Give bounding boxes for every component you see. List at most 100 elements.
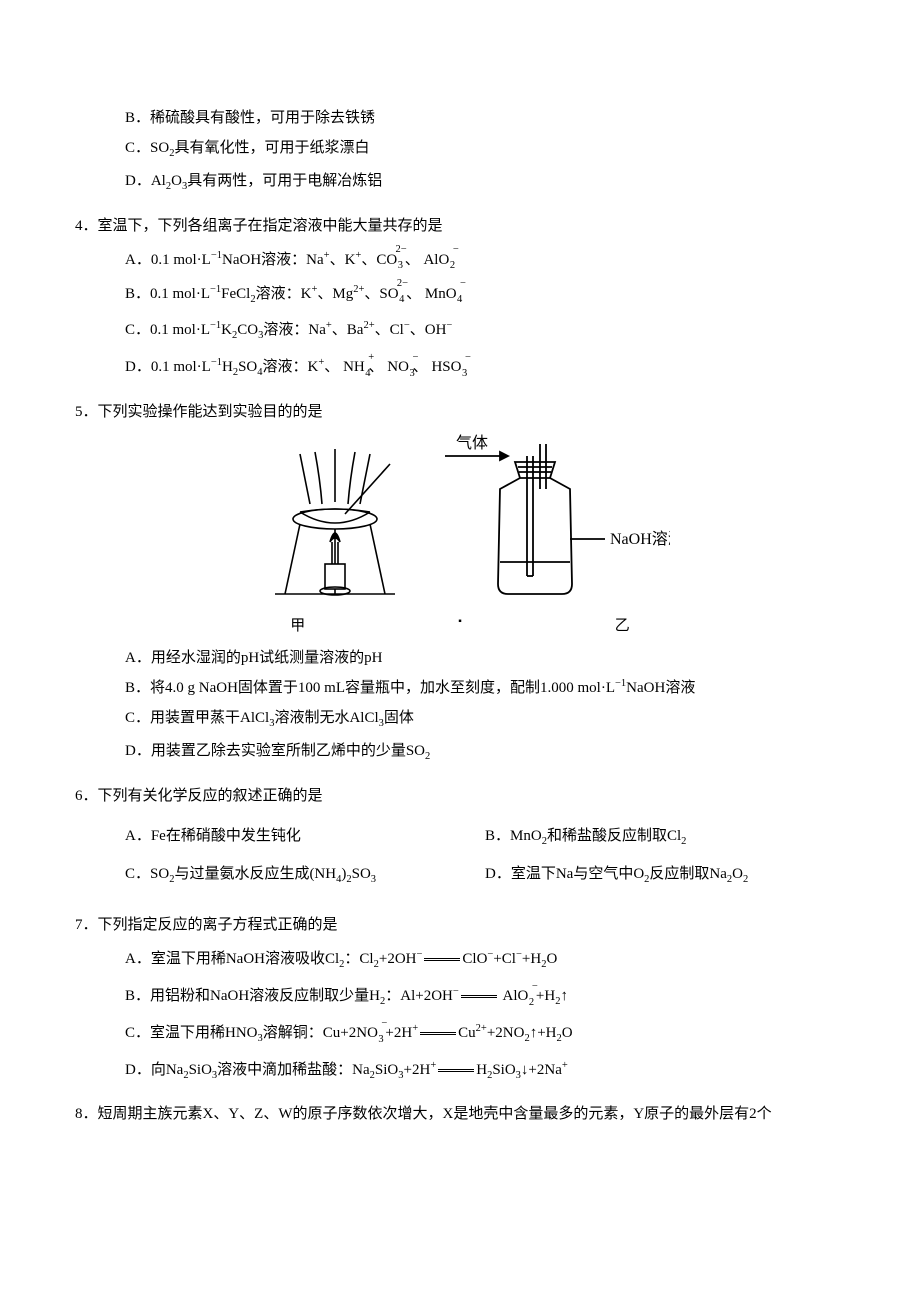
text: SiO — [375, 1062, 398, 1078]
equals-icon — [438, 1069, 474, 1072]
text: B．MnO — [485, 828, 542, 844]
sup: − — [381, 1016, 387, 1033]
sub: 3 — [371, 874, 376, 885]
text: 溶液制无水AlCl — [274, 710, 378, 726]
sup: − — [416, 949, 422, 960]
label-yi: 乙 — [615, 614, 630, 638]
text: ：Al+2OH — [385, 988, 453, 1004]
text: 、 — [361, 252, 376, 268]
sup: − — [532, 979, 538, 996]
ion-mno4: MnO4− — [425, 282, 457, 306]
text: C．0.1 mol·L — [125, 322, 210, 338]
text: 溶液：K — [263, 359, 319, 375]
text: +2OH — [379, 951, 417, 967]
label-jia: 甲 — [290, 614, 305, 638]
text: 固体 — [384, 710, 414, 726]
text: C．室温下用稀HNO — [125, 1025, 258, 1041]
text: AlO — [503, 988, 529, 1004]
text: 溶液中滴加稀盐酸：Na — [217, 1062, 370, 1078]
q7-option-a: A．室温下用稀NaOH溶液吸收Cl2：Cl2+2OH−ClO−+Cl−+H2O — [125, 947, 845, 974]
sup: −1 — [615, 678, 626, 689]
text: 具有氧化性，可用于纸浆漂白 — [174, 140, 369, 156]
sup: − — [446, 320, 452, 331]
q7-option-c: C．室温下用稀HNO3溶解铜：Cu+2NO3− +2H+Cu2++2NO2↑+H… — [125, 1021, 845, 1048]
q5-stem: 5．下列实验操作能达到实验目的的是 — [75, 400, 845, 424]
pre-option-b: B．稀硫酸具有酸性，可用于除去铁锈 — [125, 106, 845, 130]
sup: −1 — [211, 250, 222, 261]
sup: −1 — [210, 320, 221, 331]
q5-option-c: C．用装置甲蒸干AlCl3溶液制无水AlCl3固体 — [125, 706, 845, 733]
text: D．Al — [125, 173, 166, 189]
sub: 3 — [398, 258, 403, 275]
text: 、Mg — [317, 286, 353, 302]
sup: + — [412, 1023, 418, 1034]
text: +H — [522, 951, 541, 967]
sup: −1 — [210, 284, 221, 295]
ion-alo2: AlO2− — [423, 248, 449, 272]
text: Cu — [458, 1025, 476, 1041]
text: ↑+H — [530, 1025, 557, 1041]
sup: 2+ — [353, 284, 364, 295]
q5-option-a: A．用经水湿润的pH试纸测量溶液的pH — [125, 646, 845, 670]
sup: + — [562, 1060, 568, 1071]
q4-option-d: D．0.1 mol·L−1H2SO4溶液：K+、 NH4+ 、 NO3− 、 H… — [125, 355, 845, 382]
sub: 3 — [462, 366, 467, 383]
gas-label: 气体 — [456, 434, 488, 452]
text: 溶液：K — [256, 286, 312, 302]
text: A．室温下用稀NaOH溶液吸收Cl — [125, 951, 339, 967]
sub: 2 — [425, 751, 430, 762]
sup: 2+ — [363, 320, 374, 331]
q6-option-a: A．Fe在稀硝酸中发生钝化 — [125, 824, 485, 851]
text: O — [562, 1025, 573, 1041]
apparatus-svg: 气体 NaOH溶液 — [250, 434, 670, 609]
text: NH — [343, 359, 365, 375]
text: NO — [387, 359, 409, 375]
equals-icon — [461, 995, 497, 998]
q4-option-b: B．0.1 mol·L−1FeCl2溶液：K+、Mg2+、SO42− 、 MnO… — [125, 282, 845, 309]
text: SiO — [189, 1062, 212, 1078]
text: 溶解铜：Cu+2 — [263, 1025, 356, 1041]
q4-stem: 4．室温下，下列各组离子在指定溶液中能大量共存的是 — [75, 214, 845, 238]
text: K — [221, 322, 232, 338]
ion-hso3: HSO3− — [431, 355, 461, 379]
sub: 4 — [457, 292, 462, 309]
text: ↑ — [560, 988, 568, 1004]
text: O — [732, 866, 743, 882]
ion-so4: SO42− — [379, 282, 398, 306]
diagram-labels: 甲 ▪ 乙 — [75, 614, 845, 638]
text: 与过量氨水反应生成(NH — [174, 866, 336, 882]
text: A．0.1 mol·L — [125, 252, 211, 268]
text: NO — [356, 1025, 378, 1041]
text: 具有两性，可用于电解冶炼铝 — [187, 173, 382, 189]
q5-diagram: 气体 NaOH溶液 — [75, 434, 845, 609]
text: +2H — [404, 1062, 431, 1078]
text: 和稀盐酸反应制取Cl — [547, 828, 681, 844]
ion-alo2: AlO2− — [503, 984, 529, 1008]
text: B．将4.0 g NaOH固体置于100 mL容量瓶中，加水至刻度，配制1.00… — [125, 680, 615, 696]
dot-icon: ▪ — [455, 614, 465, 638]
sub: 2 — [743, 874, 748, 885]
text: H — [222, 359, 233, 375]
text: 、 — [364, 286, 379, 302]
sup: 2+ — [476, 1023, 487, 1034]
text: 、 — [406, 286, 421, 302]
sup: − — [412, 350, 418, 367]
text: 反应制取Na — [649, 866, 727, 882]
text: B．用铝粉和NaOH溶液反应制取少量H — [125, 988, 380, 1004]
text: 、K — [330, 252, 356, 268]
q6-stem: 6．下列有关化学反应的叙述正确的是 — [75, 784, 845, 808]
sub: 3 — [378, 1032, 383, 1049]
q4-option-a: A．0.1 mol·L−1NaOH溶液：Na+、K+、CO32− 、 AlO2− — [125, 248, 845, 272]
text: +Cl — [493, 951, 516, 967]
text: ：Cl — [344, 951, 373, 967]
sub: 4 — [399, 292, 404, 309]
ion-no3: NO3− — [387, 355, 409, 379]
text: C．SO — [125, 866, 169, 882]
sub: 4 — [365, 366, 370, 383]
text: SO — [352, 866, 371, 882]
equals-icon — [420, 1032, 456, 1035]
text: NaOH溶液 — [626, 680, 695, 696]
text: D．0.1 mol·L — [125, 359, 211, 375]
sup: 2− — [397, 276, 408, 293]
text: +2NO — [487, 1025, 525, 1041]
